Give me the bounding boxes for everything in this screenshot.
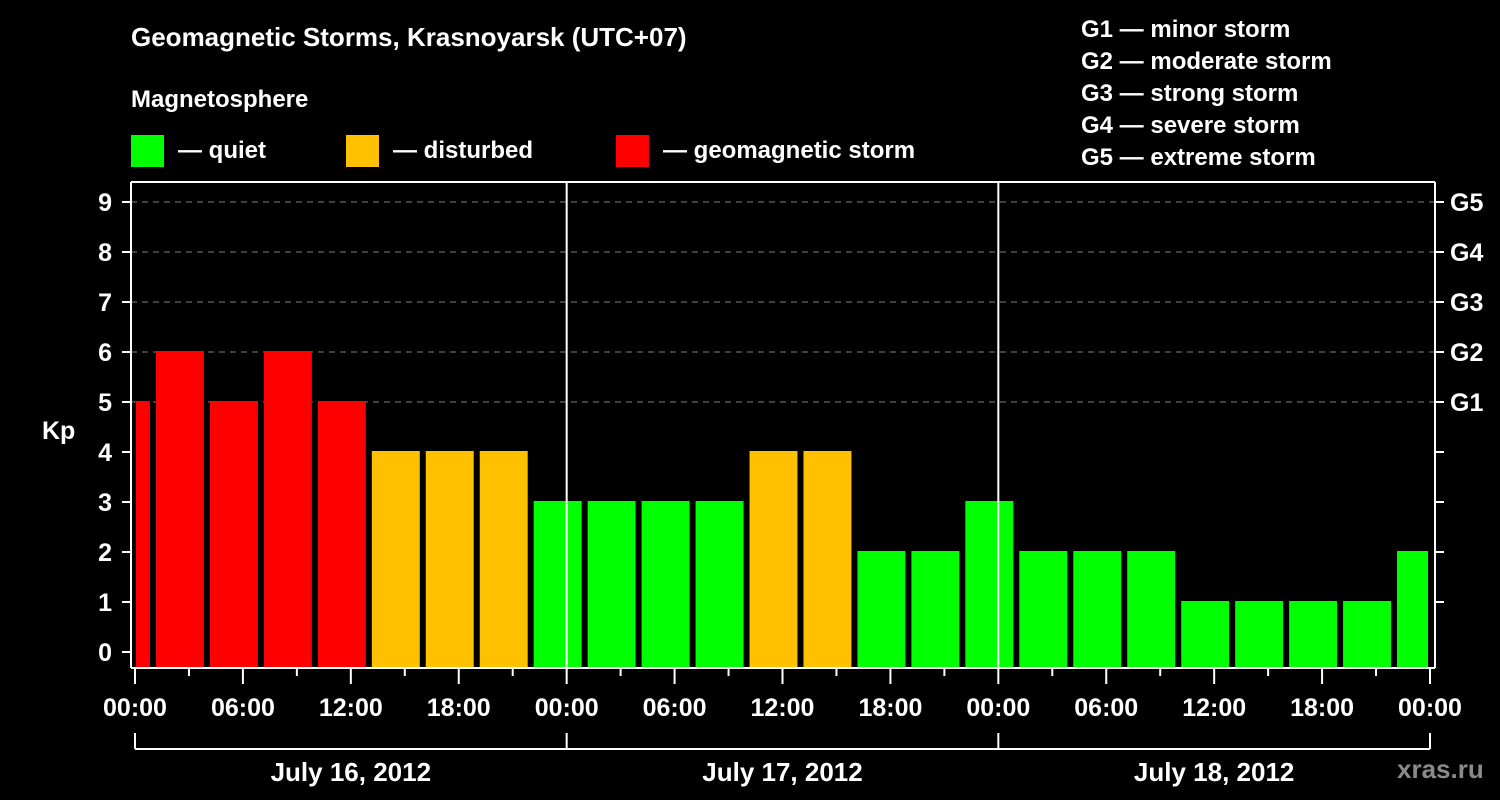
x-tick-label: 12:00: [1182, 694, 1246, 722]
y-tick-label: 1: [98, 589, 112, 617]
kp-bar: [1073, 551, 1122, 667]
date-group-label: July 16, 2012: [271, 757, 431, 787]
y-tick-label: 8: [98, 239, 112, 267]
chart-subtitle: Magnetosphere: [131, 86, 309, 113]
g-scale-label: G3: [1450, 289, 1483, 317]
date-group-label: July 17, 2012: [702, 757, 862, 787]
x-tick-label: 18:00: [427, 694, 491, 722]
x-tick-label: 00:00: [1398, 694, 1462, 722]
kp-bar: [1343, 601, 1392, 667]
watermark: xras.ru: [1397, 754, 1484, 784]
kp-bar: [803, 451, 852, 667]
date-group-label: July 18, 2012: [1134, 757, 1294, 787]
g-legend-g4: G4 — severe storm: [1081, 112, 1300, 139]
kp-bar: [641, 501, 690, 667]
legend-disturbed: — disturbed: [346, 135, 533, 167]
chart-title: Geomagnetic Storms, Krasnoyarsk (UTC+07): [131, 22, 687, 52]
kp-bar: [533, 501, 582, 667]
quiet-swatch-icon: [131, 135, 164, 167]
kp-bar: [1397, 551, 1428, 667]
x-tick-label: 06:00: [1074, 694, 1138, 722]
x-tick-label: 06:00: [211, 694, 275, 722]
y-axis-label: Kp: [42, 417, 75, 445]
y-tick-label: 2: [98, 539, 112, 567]
g-legend-g5: G5 — extreme storm: [1081, 144, 1316, 171]
legend-quiet: — quiet: [131, 135, 266, 167]
kp-bar: [371, 451, 420, 667]
kp-bar: [1127, 551, 1176, 667]
legend-storm-label: — geomagnetic storm: [663, 137, 916, 164]
g-scale-label: G5: [1450, 189, 1483, 217]
x-tick-label: 12:00: [319, 694, 383, 722]
legend-quiet-label: — quiet: [178, 137, 266, 164]
y-tick-label: 0: [98, 639, 112, 667]
g-scale-label: G2: [1450, 339, 1483, 367]
kp-bar: [263, 351, 312, 667]
g-legend-g3: G3 — strong storm: [1081, 80, 1299, 107]
storm-swatch-icon: [616, 135, 649, 167]
kp-bar: [695, 501, 744, 667]
g-scale-label: G1: [1450, 389, 1483, 417]
x-tick-label: 06:00: [643, 694, 707, 722]
kp-bar: [209, 401, 258, 667]
x-tick-label: 18:00: [1290, 694, 1354, 722]
legend-storm: — geomagnetic storm: [616, 135, 915, 167]
g-legend-g2: G2 — moderate storm: [1081, 48, 1332, 75]
kp-bar: [911, 551, 960, 667]
kp-bar: [749, 451, 798, 667]
y-tick-label: 5: [98, 389, 112, 417]
kp-bar: [1235, 601, 1284, 667]
kp-bar: [1181, 601, 1230, 667]
g-scale-label: G4: [1450, 239, 1483, 267]
kp-bar: [136, 401, 150, 667]
legend-disturbed-label: — disturbed: [393, 137, 534, 164]
y-tick-label: 7: [98, 289, 112, 317]
x-tick-label: 18:00: [858, 694, 922, 722]
kp-bar: [857, 551, 906, 667]
y-tick-label: 6: [98, 339, 112, 367]
kp-bar: [1019, 551, 1068, 667]
kp-bar: [479, 451, 528, 667]
y-tick-label: 4: [98, 439, 112, 467]
disturbed-swatch-icon: [346, 135, 379, 167]
kp-bar: [965, 501, 1014, 667]
x-tick-label: 00:00: [103, 694, 167, 722]
y-tick-label: 9: [98, 189, 112, 217]
g-legend-g1: G1 — minor storm: [1081, 16, 1291, 43]
kp-bar: [1289, 601, 1338, 667]
y-tick-label: 3: [98, 489, 112, 517]
kp-bar: [425, 451, 474, 667]
x-tick-label: 00:00: [535, 694, 599, 722]
g-scale-legend: G1 — minor storm G2 — moderate storm G3 …: [1081, 14, 1332, 174]
kp-bar: [155, 351, 204, 667]
x-tick-label: 12:00: [751, 694, 815, 722]
kp-bar: [317, 401, 366, 667]
kp-bar: [587, 501, 636, 667]
x-tick-label: 00:00: [966, 694, 1030, 722]
